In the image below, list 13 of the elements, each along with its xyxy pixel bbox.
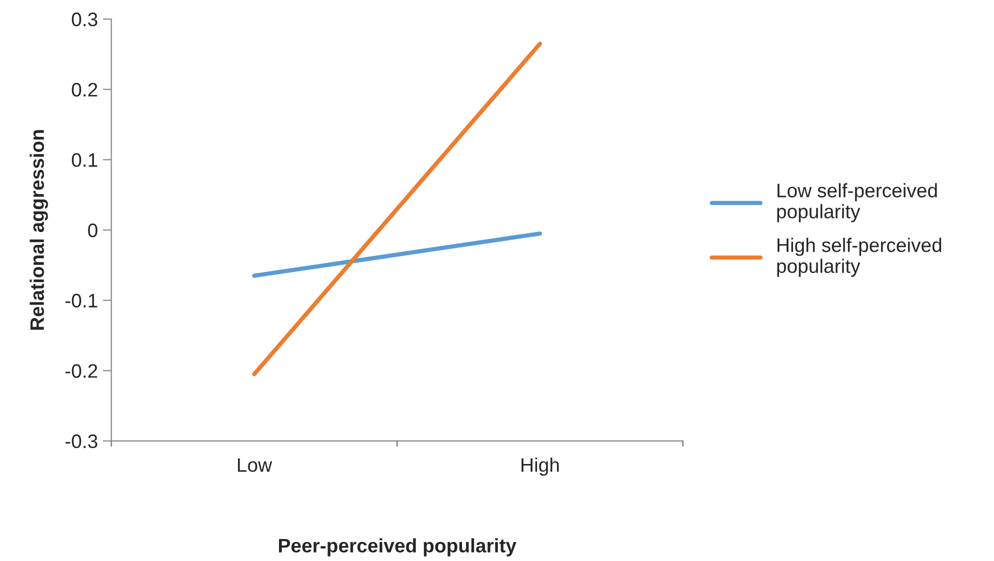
- y-tick-label: -0.3: [65, 434, 98, 448]
- y-tick-label: 0.2: [72, 82, 98, 97]
- x-tick-label: High: [522, 458, 559, 476]
- y-tick-label: -0.1: [65, 294, 98, 308]
- y-tick-label: 0.3: [72, 12, 98, 26]
- legend-label: High self-perceived popularity: [777, 238, 942, 277]
- x-axis-title: Peer-perceived popularity: [279, 538, 516, 556]
- y-tick-label: 0.1: [72, 153, 98, 167]
- x-tick-label: Low: [238, 458, 272, 472]
- y-tick-label: 0: [88, 223, 98, 238]
- legend-label: Low self-perceived popularity: [777, 183, 937, 222]
- y-tick-label: -0.2: [65, 364, 98, 378]
- y-axis-title: Relational aggression: [30, 130, 48, 330]
